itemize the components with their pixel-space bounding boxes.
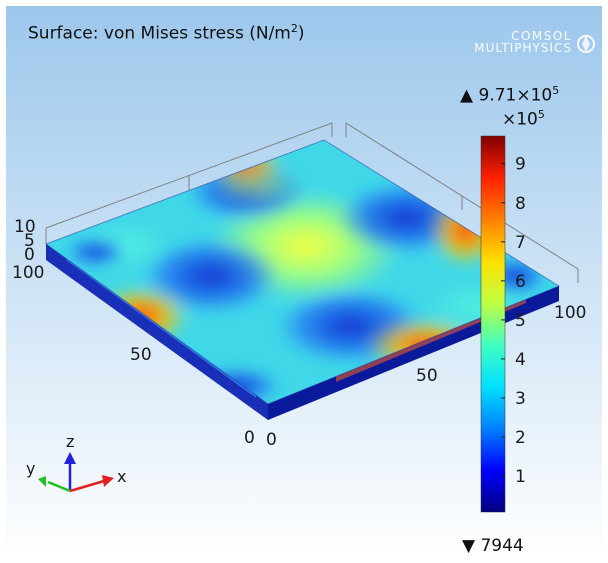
colorbar-tick-2: 2 [515,428,526,448]
colorbar-min-label: ▼ 7944 [462,536,524,556]
plot-viewport[interactable]: 10 5 0 100 50 0 0 50 100 1 2 3 4 5 6 7 8 9 z x y [6,6,602,557]
y-axis-label: y [26,459,35,478]
plate-front-left-face [46,244,268,420]
x-axis-arrow [69,479,105,493]
colorbar-tick-1: 1 [515,467,526,487]
colorbar-tick-3: 3 [515,389,526,409]
comsol-logo-icon [577,35,595,53]
colorbar-tick-9: 9 [515,155,526,175]
y-tick-100: 100 [12,263,44,283]
surface-plot: 10 5 0 100 50 0 0 50 100 1 2 3 4 5 6 7 8 9 z x y [6,6,602,557]
z-tick-10: 10 [14,217,36,237]
comsol-logo: COMSOL MULTIPHYSICS [474,29,595,55]
colorbar: 1 2 3 4 5 6 7 8 9 [480,135,526,513]
x-axis-label: x [117,467,126,486]
axis-labels: 10 5 0 100 50 0 0 50 100 [12,217,586,450]
colorbar-tick-4: 4 [515,350,526,370]
x-tick-50: 50 [416,366,438,386]
z-tick-0: 0 [24,245,35,265]
x-tick-0: 0 [266,430,277,450]
y-tick-0: 0 [244,428,255,448]
z-tick-5: 5 [24,231,35,251]
colorbar-tick-5: 5 [515,311,526,331]
y-axis-arrow [47,480,71,493]
colorbar-max-label: ▲ 9.71×105 [460,84,560,106]
colorbar-tick-8: 8 [515,194,526,214]
logo-line1: COMSOL [511,29,572,43]
x-tick-100: 100 [554,303,586,323]
axis-triad: z x y [26,432,126,493]
z-axis-label: z [66,432,74,451]
colorbar-tick-7: 7 [515,233,526,253]
logo-line2: MULTIPHYSICS [474,41,572,55]
plot-title: Surface: von Mises stress (N/m2) [28,22,305,44]
colorbar-gradient [480,135,506,513]
colorbar-tick-6: 6 [515,272,526,292]
colorbar-multiplier: ×105 [502,108,545,130]
y-tick-50: 50 [130,345,152,365]
bounding-box [45,122,579,283]
